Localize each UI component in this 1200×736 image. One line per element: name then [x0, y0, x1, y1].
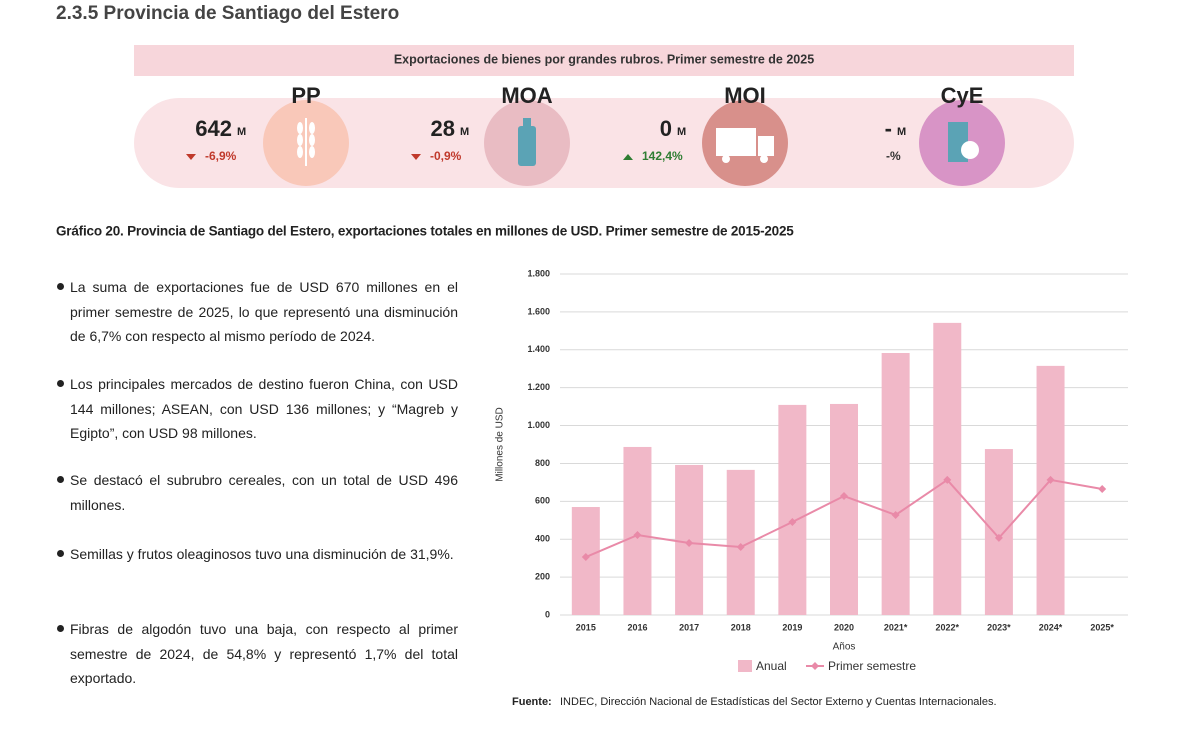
up-arrow: [623, 154, 633, 160]
y-tick-label: 1.400: [527, 344, 550, 354]
category-label: MOA: [501, 83, 552, 108]
bar: [984, 449, 1013, 615]
bullet-dot: [57, 476, 64, 483]
value: 642: [195, 116, 232, 141]
cye-icon: [948, 122, 979, 162]
line-marker: [788, 517, 797, 526]
summary-banner: [134, 45, 1074, 76]
x-axis-title: Años: [833, 642, 856, 653]
legend-swatch: [811, 662, 819, 670]
category-label: MOI: [724, 83, 766, 108]
bullet-text: Fibras de algodón tuvo una baja, con res…: [70, 621, 458, 686]
chart-title: Gráfico 20. Provincia de Santiago del Es…: [56, 224, 794, 239]
line-marker: [685, 539, 694, 548]
y-tick-label: 1.800: [527, 268, 550, 278]
line-marker: [943, 475, 952, 484]
bar: [881, 352, 910, 615]
change: -0,9%: [430, 149, 462, 163]
bar: [778, 404, 807, 615]
category-label: CyE: [941, 83, 984, 108]
summary-title: Exportaciones de bienes por grandes rubr…: [394, 52, 814, 66]
bullet-dot: [57, 283, 64, 290]
x-tick-label: 2024*: [1039, 622, 1063, 632]
bottle-icon: [518, 118, 536, 166]
y-tick-label: 600: [535, 496, 550, 506]
truck-icon: [716, 128, 774, 163]
line-marker: [581, 553, 590, 562]
bullet-text: Semillas y frutos oleaginosos tuvo una d…: [70, 546, 454, 562]
line-marker: [1098, 485, 1107, 494]
y-tick-label: 1.600: [527, 306, 550, 316]
down-arrow: [411, 154, 421, 160]
x-tick-label: 2016: [627, 622, 647, 632]
x-tick-label: 2025*: [1090, 622, 1114, 632]
y-tick-label: 0: [545, 609, 550, 619]
legend-swatch: [738, 660, 752, 672]
bar: [933, 322, 962, 615]
bullet-text: La suma de exportaciones fue de USD 670 …: [70, 279, 458, 344]
x-tick-label: 2020: [834, 622, 854, 632]
x-tick-label: 2023*: [987, 622, 1011, 632]
line-marker: [840, 492, 848, 501]
y-tick-label: 800: [535, 458, 550, 468]
line-marker: [994, 533, 1003, 542]
source-label: Fuente:: [512, 696, 552, 708]
x-tick-label: 2017: [679, 622, 699, 632]
x-tick-label: 2015: [576, 622, 596, 632]
bar: [623, 446, 652, 615]
y-tick-label: 200: [535, 571, 550, 581]
y-axis-title: Millones de USD: [495, 407, 506, 481]
x-tick-label: 2021*: [884, 622, 908, 632]
unit: M: [460, 126, 469, 138]
down-arrow: [186, 154, 196, 160]
bullet-text: Se destacó el subrubro cereales, con un …: [70, 472, 458, 513]
change: -6,9%: [205, 149, 237, 163]
legend-label: Primer semestre: [828, 659, 916, 673]
bullet-text: Los principales mercados de destino fuer…: [70, 376, 458, 441]
line-marker: [736, 542, 745, 551]
line-marker: [891, 510, 900, 519]
section-title: 2.3.5 Provincia de Santiago del Estero: [56, 3, 399, 24]
bullet-dot: [57, 550, 64, 557]
x-tick-label: 2019: [782, 622, 802, 632]
line-marker: [1046, 475, 1055, 484]
bar: [830, 403, 858, 615]
unit: M: [897, 126, 906, 138]
x-tick-label: 2018: [731, 622, 751, 632]
category-label: PP: [291, 83, 320, 108]
value: 0: [660, 116, 672, 141]
value: 28: [431, 116, 455, 141]
wheat-icon: [297, 118, 315, 166]
change: 142,4%: [642, 149, 683, 163]
y-tick-label: 1.200: [527, 382, 550, 392]
line-marker: [633, 531, 642, 540]
bullet-dot: [57, 625, 64, 632]
y-tick-label: 1.000: [527, 420, 550, 430]
unit: M: [677, 126, 686, 138]
unit: M: [237, 126, 246, 138]
summary-panel: [134, 98, 1074, 188]
y-tick-label: 400: [535, 534, 550, 544]
value: -: [885, 116, 892, 141]
legend-label: Anual: [756, 659, 787, 673]
bullet-dot: [57, 380, 64, 387]
x-tick-label: 2022*: [936, 622, 960, 632]
source-text: INDEC, Dirección Nacional de Estadística…: [560, 696, 997, 708]
change: -%: [886, 149, 901, 163]
